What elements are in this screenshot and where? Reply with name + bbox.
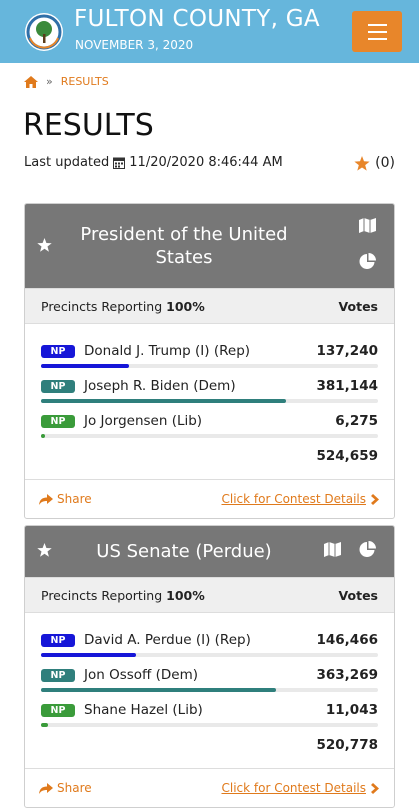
total-votes: 524,659	[316, 448, 379, 464]
candidate-row: NP Jon Ossoff (Dem) 363,269	[41, 664, 378, 699]
share-link[interactable]: Share	[39, 781, 92, 795]
logo[interactable]	[24, 12, 64, 52]
precincts: Precincts Reporting 100%	[41, 588, 205, 603]
candidate-row: NP David A. Perdue (I) (Rep) 146,466	[41, 629, 378, 664]
breadcrumb-current[interactable]: RESULTS	[60, 75, 109, 88]
details-text: Click for Contest Details	[221, 492, 366, 506]
vote-bar-track	[41, 434, 378, 438]
card-footer: Share Click for Contest Details	[25, 768, 394, 807]
favorites-count: (0)	[375, 155, 395, 171]
contest-card: President of the United States Precincts …	[24, 203, 395, 519]
details-link[interactable]: Click for Contest Details	[221, 781, 380, 795]
star-icon	[354, 155, 370, 171]
favorites[interactable]: (0)	[354, 155, 395, 171]
vote-bar-track	[41, 399, 378, 403]
pie-icon[interactable]	[359, 253, 376, 274]
card-icons	[304, 218, 382, 274]
party-badge: NP	[41, 703, 75, 717]
candidate-row: NP Shane Hazel (Lib) 11,043	[41, 699, 378, 734]
details-text: Click for Contest Details	[221, 781, 366, 795]
precincts-row: Precincts Reporting 100% Votes	[25, 288, 394, 324]
contest-title: US Senate (Perdue)	[96, 541, 272, 562]
details-link[interactable]: Click for Contest Details	[221, 492, 380, 506]
top-bar: FULTON COUNTY, GA NOVEMBER 3, 2020	[0, 0, 419, 63]
party-badge: NP	[41, 668, 75, 682]
vote-bar	[41, 688, 277, 692]
home-icon[interactable]	[24, 75, 38, 88]
candidate-name: Shane Hazel (Lib)	[84, 702, 203, 718]
precincts-label: Precincts Reporting	[41, 298, 163, 314]
precincts-label: Precincts Reporting	[41, 587, 163, 603]
calendar-icon	[113, 157, 126, 169]
site-title[interactable]: FULTON COUNTY, GA	[74, 6, 320, 32]
candidate-votes: 381,144	[316, 378, 379, 394]
candidate-row: NP Joseph R. Biden (Dem) 381,144	[41, 375, 378, 410]
candidate-name: Joseph R. Biden (Dem)	[84, 378, 236, 394]
vote-bar	[41, 723, 49, 727]
vote-bar	[41, 399, 286, 403]
card-header: President of the United States	[25, 204, 394, 288]
candidate-line: NP David A. Perdue (I) (Rep) 146,466	[41, 629, 378, 651]
contest-card: US Senate (Perdue) Precincts Reporting 10…	[24, 525, 395, 808]
share-text: Share	[57, 781, 92, 795]
vote-bar-track	[41, 364, 378, 368]
votes-header: Votes	[338, 298, 378, 314]
candidate-name: Jon Ossoff (Dem)	[84, 667, 199, 683]
candidate-line: NP Joseph R. Biden (Dem) 381,144	[41, 375, 378, 397]
precincts-value: 100%	[166, 298, 205, 314]
page-heading: RESULTS	[23, 108, 154, 143]
favorite-star[interactable]	[37, 542, 52, 561]
card-body: NP David A. Perdue (I) (Rep) 146,466 NP Jon …	[25, 613, 394, 768]
menu-button[interactable]	[352, 11, 402, 52]
candidate-line: NP Shane Hazel (Lib) 11,043	[41, 699, 378, 721]
card-footer: Share Click for Contest Details	[25, 479, 394, 518]
precincts-row: Precincts Reporting 100% Votes	[25, 577, 394, 613]
precincts-value: 100%	[166, 587, 205, 603]
party-badge: NP	[41, 414, 75, 428]
party-badge: NP	[41, 344, 75, 358]
candidate-votes: 137,240	[316, 343, 379, 359]
vote-bar-track	[41, 653, 378, 657]
share-link[interactable]: Share	[39, 492, 92, 506]
votes-header: Votes	[338, 587, 378, 603]
candidate-row: NP Jo Jorgensen (Lib) 6,275	[41, 410, 378, 445]
pie-icon[interactable]	[359, 541, 376, 562]
total-votes: 520,778	[316, 737, 379, 753]
breadcrumb: » RESULTS	[24, 75, 109, 88]
map-icon[interactable]	[359, 218, 376, 237]
candidate-line: NP Jon Ossoff (Dem) 363,269	[41, 664, 378, 686]
candidate-votes: 11,043	[325, 702, 378, 718]
precincts: Precincts Reporting 100%	[41, 299, 205, 314]
candidate-name: Donald J. Trump (I) (Rep)	[84, 343, 251, 359]
candidate-line: NP Donald J. Trump (I) (Rep) 137,240	[41, 340, 378, 362]
vote-bar-track	[41, 688, 378, 692]
candidate-name: Jo Jorgensen (Lib)	[84, 413, 203, 429]
party-badge: NP	[41, 633, 75, 647]
vote-bar	[41, 653, 136, 657]
card-header: US Senate (Perdue)	[25, 526, 394, 577]
candidate-line: NP Jo Jorgensen (Lib) 6,275	[41, 410, 378, 432]
breadcrumb-separator: »	[46, 75, 53, 88]
candidate-row: NP Donald J. Trump (I) (Rep) 137,240	[41, 340, 378, 375]
card-body: NP Donald J. Trump (I) (Rep) 137,240 NP Jose…	[25, 324, 394, 479]
vote-bar	[41, 434, 46, 438]
card-icons	[304, 541, 382, 562]
candidate-name: David A. Perdue (I) (Rep)	[84, 632, 251, 648]
candidate-votes: 146,466	[316, 632, 379, 648]
map-icon[interactable]	[324, 542, 341, 561]
site-date: NOVEMBER 3, 2020	[75, 38, 194, 52]
candidate-votes: 6,275	[335, 413, 378, 429]
candidate-votes: 363,269	[316, 667, 379, 683]
vote-bar-track	[41, 723, 378, 727]
vote-bar	[41, 364, 130, 368]
party-badge: NP	[41, 379, 75, 393]
contest-title: President of the United States	[80, 224, 288, 268]
last-updated: Last updated 11/20/2020 8:46:44 AM	[24, 155, 283, 170]
share-text: Share	[57, 492, 92, 506]
last-updated-label: Last updated	[24, 155, 110, 170]
last-updated-time: 11/20/2020 8:46:44 AM	[129, 155, 283, 170]
favorite-star[interactable]	[37, 237, 52, 256]
